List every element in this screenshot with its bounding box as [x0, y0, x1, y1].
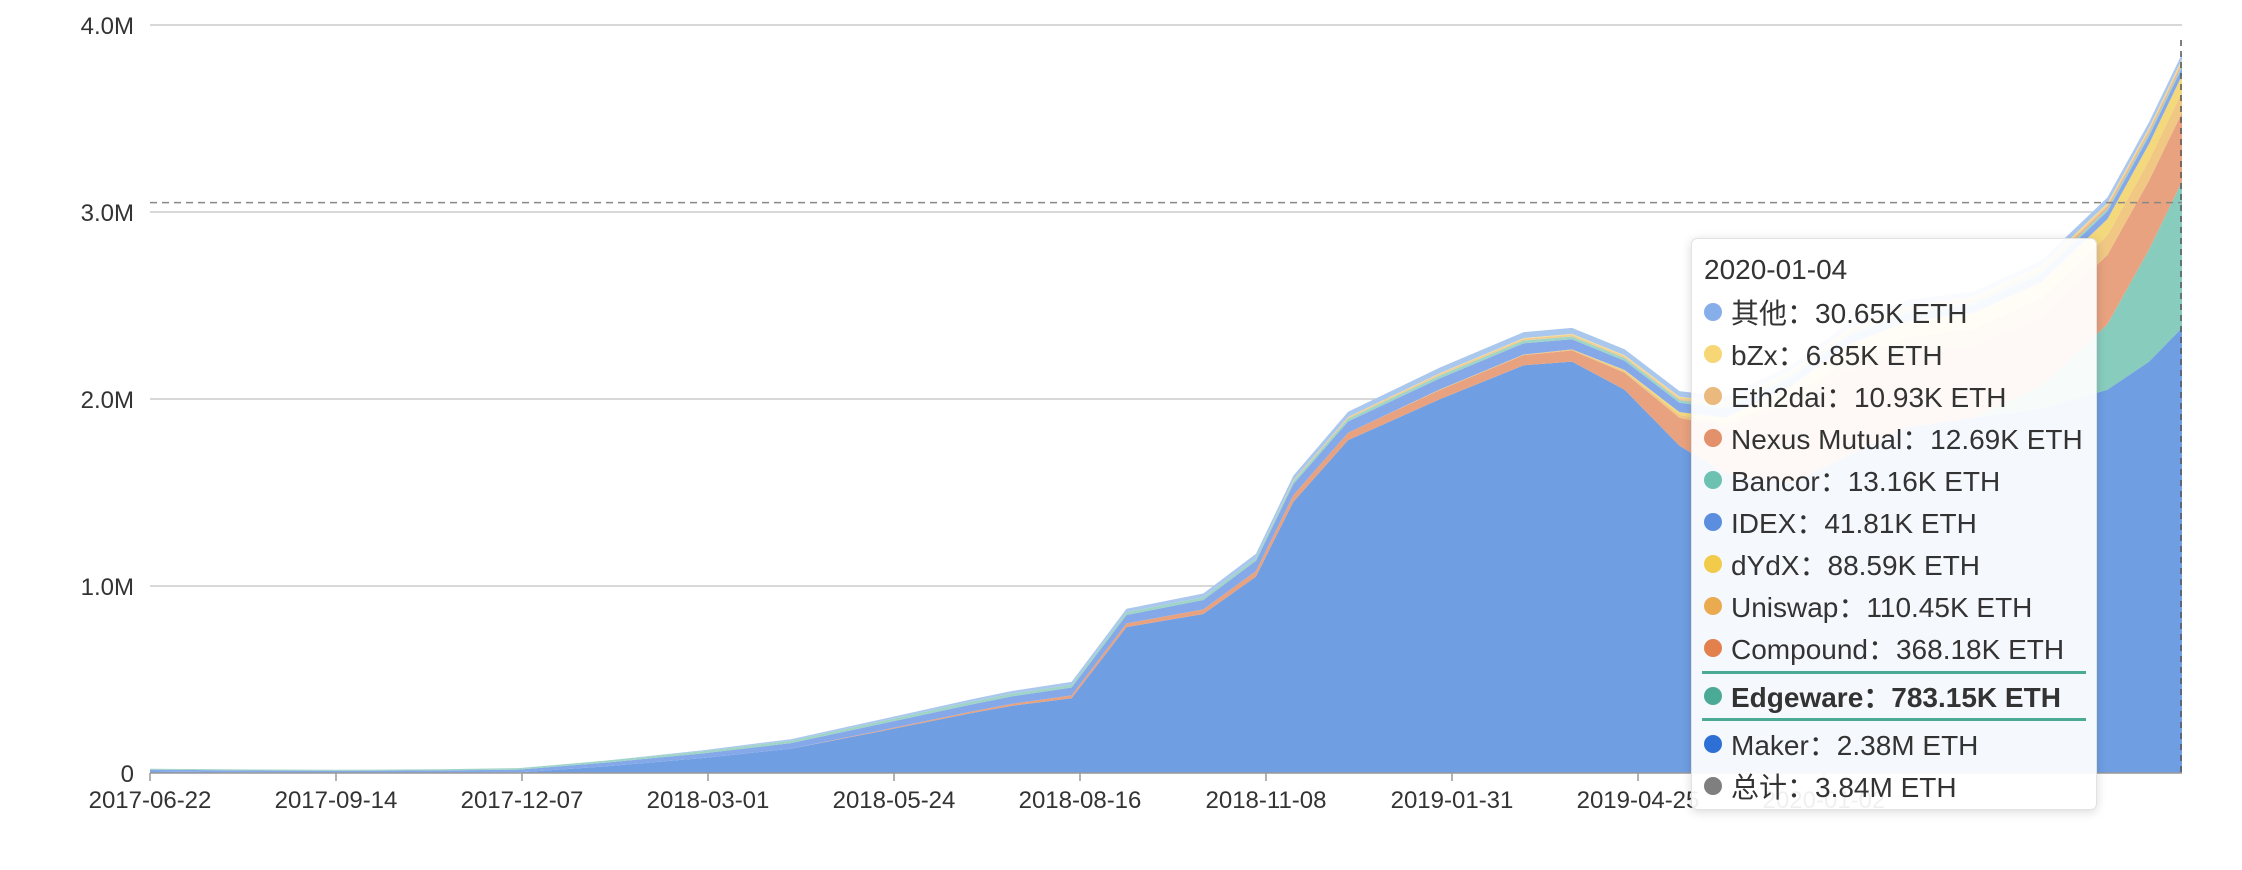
tooltip-row: Maker：2.38M ETH: [1702, 723, 2086, 765]
tooltip-row-label: 其他：30.65K ETH: [1731, 298, 1968, 329]
tooltip-row-label: Uniswap：110.45K ETH: [1731, 592, 2033, 623]
tooltip-row: Bancor：13.16K ETH: [1702, 459, 2086, 501]
series-dot-icon: [1704, 687, 1722, 705]
series-dot-icon: [1704, 555, 1722, 573]
x-axis-ticks: 2017-06-22 2017-09-14 2017-12-07 2018-03-01…: [89, 773, 1885, 814]
series-dot-icon: [1704, 303, 1722, 321]
series-dot-icon: [1704, 471, 1722, 489]
x-tick-label: 2017-12-07: [461, 787, 584, 814]
tooltip-row: 总计：3.84M ETH: [1702, 765, 2086, 807]
tooltip-row: Nexus Mutual：12.69K ETH: [1702, 417, 2086, 459]
series-dot-icon: [1704, 639, 1722, 657]
y-tick-label: 2.0M: [81, 387, 134, 414]
tooltip-row: IDEX：41.81K ETH: [1702, 501, 2086, 543]
series-dot-icon: [1704, 387, 1722, 405]
tooltip-row: bZx：6.85K ETH: [1702, 333, 2086, 375]
x-tick-label: 2018-11-08: [1206, 787, 1327, 814]
tooltip-row-label: Maker：2.38M ETH: [1731, 730, 1979, 761]
tooltip-row-label: 总计：3.84M ETH: [1731, 772, 1957, 803]
tooltip-row: dYdX：88.59K ETH: [1702, 543, 2086, 585]
series-dot-icon: [1704, 429, 1722, 447]
x-tick-label: 2018-03-01: [647, 787, 770, 814]
tooltip-row: 其他：30.65K ETH: [1702, 291, 2086, 333]
y-tick-label: 1.0M: [81, 574, 134, 601]
y-tick-label: 0: [121, 761, 134, 788]
series-dot-icon: [1704, 735, 1722, 753]
y-axis-ticks: 0 1.0M 2.0M 3.0M 4.0M: [81, 13, 134, 788]
x-tick-label: 2018-08-16: [1019, 787, 1142, 814]
tooltip-row: Eth2dai：10.93K ETH: [1702, 375, 2086, 417]
tooltip-row: Edgeware：783.15K ETH: [1702, 671, 2086, 721]
tooltip-row-label: Edgeware：783.15K ETH: [1731, 682, 2061, 713]
x-tick-label: 2019-04-25: [1577, 787, 1700, 814]
legend[interactable]: [0, 860, 2242, 870]
y-tick-label: 4.0M: [81, 13, 134, 40]
series-dot-icon: [1704, 597, 1722, 615]
tooltip-rows: 其他：30.65K ETH bZx：6.85K ETH Eth2dai：10.93K…: [1702, 291, 2086, 807]
x-tick-label: 2018-05-24: [833, 787, 956, 814]
tooltip-date: 2020-01-04: [1704, 254, 1848, 285]
tooltip-row: Uniswap：110.45K ETH: [1702, 585, 2086, 627]
series-dot-icon: [1704, 513, 1722, 531]
series-dot-icon: [1704, 777, 1722, 795]
x-tick-label: 2019-01-31: [1391, 787, 1514, 814]
tooltip-row-label: IDEX：41.81K ETH: [1731, 508, 1977, 539]
tooltip-row: Compound：368.18K ETH: [1702, 627, 2086, 669]
tooltip-row-label: Compound：368.18K ETH: [1731, 634, 2065, 665]
tooltip: 2020-01-04 其他：30.65K ETH bZx：6.85K ETH Eth…: [1691, 238, 2097, 810]
area-maker: [150, 327, 2182, 773]
tooltip-row-label: dYdX：88.59K ETH: [1731, 550, 1981, 581]
series-dot-icon: [1704, 345, 1722, 363]
tooltip-row-label: Bancor：13.16K ETH: [1731, 466, 2001, 497]
x-tick-label: 2017-09-14: [275, 787, 398, 814]
x-tick-label: 2017-06-22: [89, 787, 212, 814]
tooltip-row-label: bZx：6.85K ETH: [1731, 340, 1943, 371]
tooltip-row-label: Nexus Mutual：12.69K ETH: [1731, 424, 2083, 455]
tooltip-row-label: Eth2dai：10.93K ETH: [1731, 382, 2007, 413]
y-tick-label: 3.0M: [81, 200, 134, 227]
